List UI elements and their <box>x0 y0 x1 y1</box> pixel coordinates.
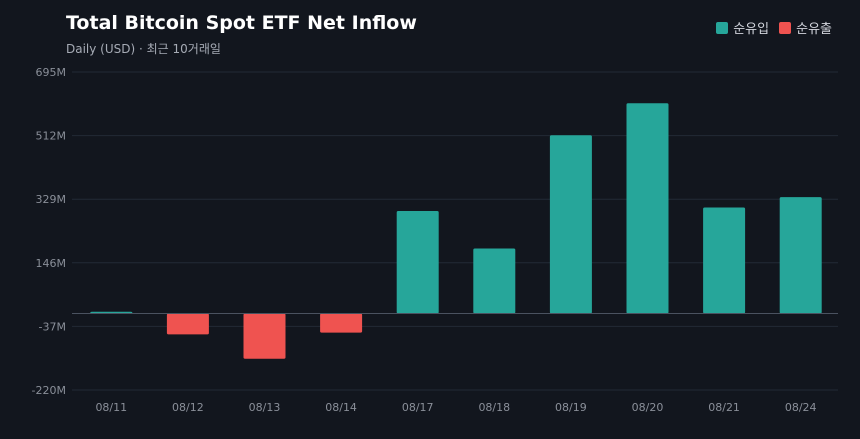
y-tick-label: 146M <box>36 257 67 270</box>
x-tick-label: 08/20 <box>632 401 664 414</box>
bar-08-13[interactable] <box>243 313 286 359</box>
x-tick-label: 08/19 <box>555 401 587 414</box>
legend-item-outflow[interactable]: 순유출 <box>779 18 832 37</box>
legend-swatch-outflow <box>779 21 792 34</box>
bar-08-18[interactable] <box>473 248 516 314</box>
bar-08-12[interactable] <box>166 313 209 335</box>
x-tick-label: 08/12 <box>172 401 204 414</box>
x-tick-label: 08/18 <box>478 401 510 414</box>
legend-label-outflow: 순유출 <box>796 22 832 37</box>
chart-title: Total Bitcoin Spot ETF Net Inflow <box>66 12 417 34</box>
bar-08-19[interactable] <box>549 135 592 314</box>
legend-label-inflow: 순유입 <box>733 22 770 37</box>
bar-08-20[interactable] <box>626 103 669 314</box>
legend: 순유입 순유출 <box>716 18 832 37</box>
x-tick-label: 08/17 <box>402 401 434 414</box>
legend-item-inflow[interactable]: 순유입 <box>716 18 769 37</box>
y-tick-label: 512M <box>36 130 67 143</box>
x-tick-label: 08/14 <box>325 401 357 414</box>
y-tick-label: -220M <box>32 384 66 397</box>
y-axis-ticks: 695M 512M 329M 146M -37M -220M <box>32 66 66 397</box>
legend-swatch-inflow <box>716 21 729 34</box>
x-tick-label: 08/21 <box>708 401 740 414</box>
y-tick-label: 329M <box>36 193 67 206</box>
x-tick-label: 08/24 <box>785 401 817 414</box>
y-tick-label: 695M <box>36 66 67 79</box>
bar-08-21[interactable] <box>703 207 746 314</box>
x-tick-label: 08/13 <box>249 401 281 414</box>
y-tick-label: -37M <box>39 320 66 333</box>
bar-08-14[interactable] <box>320 313 363 333</box>
x-axis-ticks: 08/11 08/12 08/13 08/14 08/17 08/18 08/19 08/20… <box>95 401 816 414</box>
x-tick-label: 08/11 <box>95 401 127 414</box>
chart-subtitle: Daily (USD) · 최근 10거래일 <box>66 42 221 56</box>
bar-08-24[interactable] <box>779 197 822 314</box>
bar-08-17[interactable] <box>396 211 439 314</box>
bars <box>90 103 822 359</box>
